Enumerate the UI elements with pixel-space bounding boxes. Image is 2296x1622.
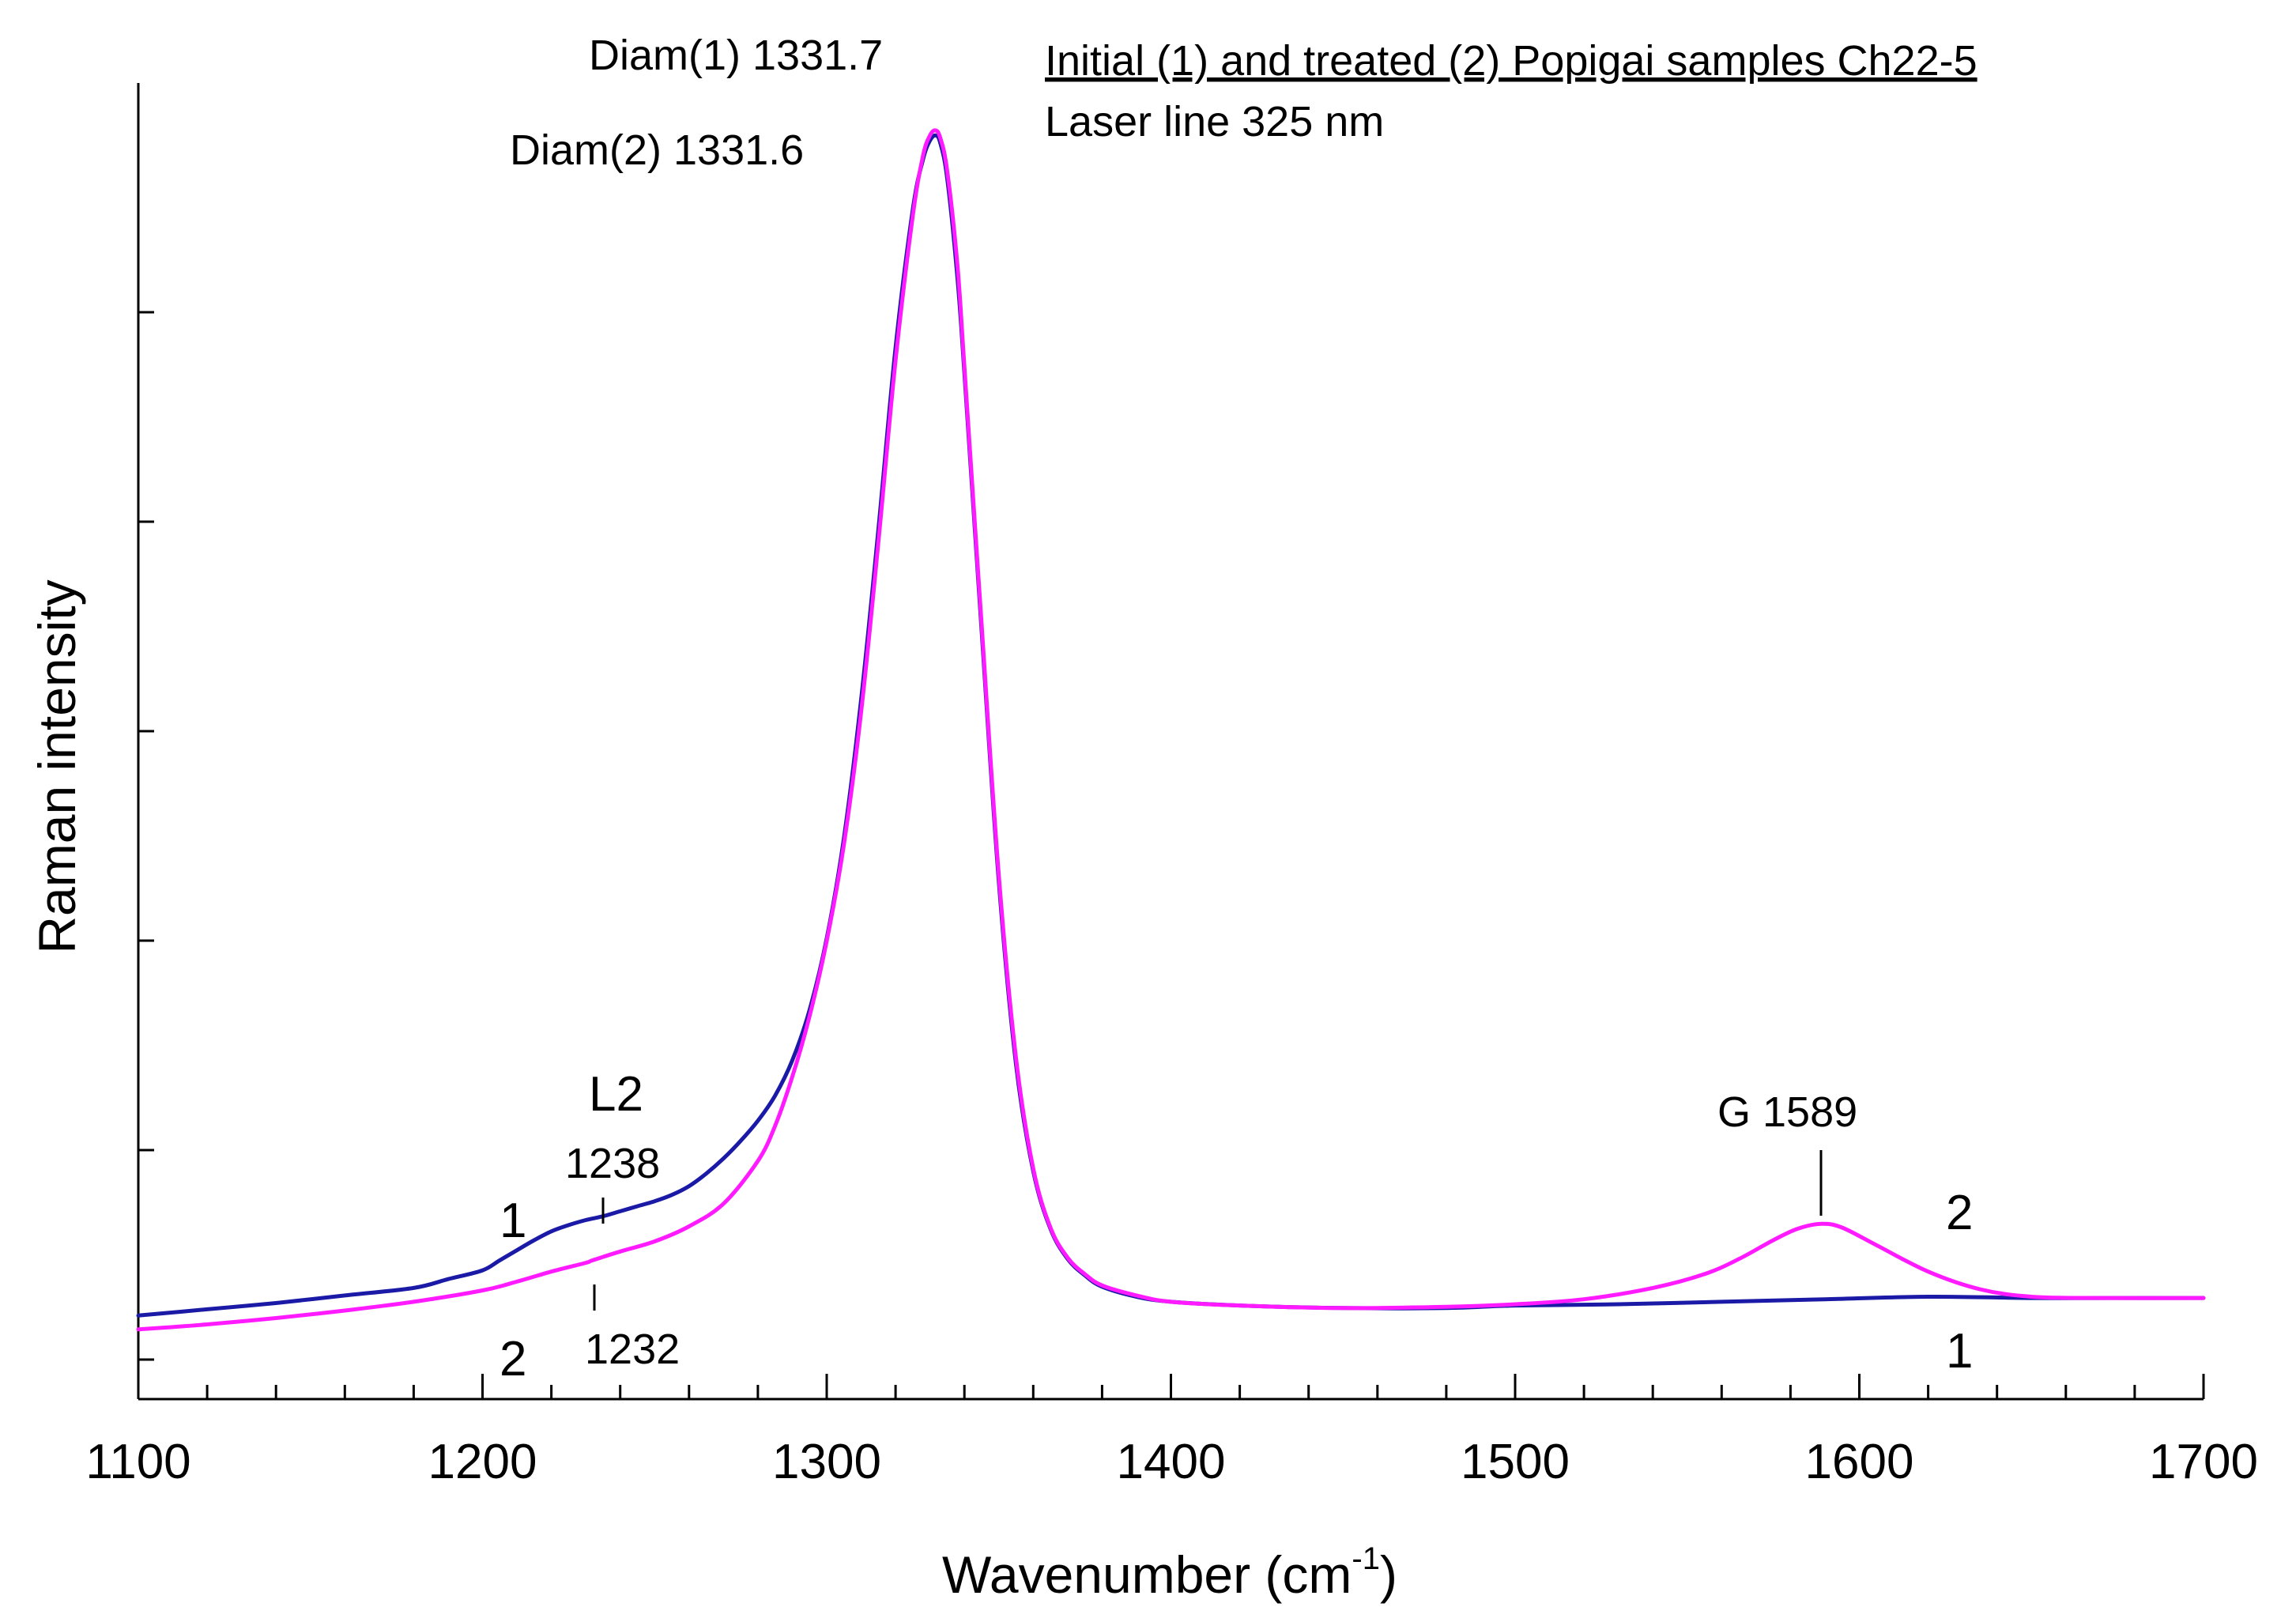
x-tick-label-1400: 1400 [1117, 1435, 1226, 1489]
x-tick-label-1600: 1600 [1805, 1435, 1914, 1489]
l2-peak1-value: 1238 [565, 1140, 660, 1187]
x-axis-title-main: Wavenumber (cm [942, 1545, 1352, 1604]
x-axis-ticks [137, 1374, 2205, 1399]
x-axis-title: Wavenumber (cm-1) [942, 1541, 1397, 1604]
l2-peak2-value: 1232 [585, 1326, 680, 1373]
series-layer [136, 128, 2206, 1332]
x-tick-label-1200: 1200 [428, 1435, 537, 1489]
chart-title: Initial (1) and treated (2) Popigai samp… [1045, 37, 1977, 85]
x-axis-title-end: ) [1380, 1545, 1397, 1604]
curve1-label-left: 1 [500, 1194, 526, 1248]
diam1-annotation: Diam(1) 1331.7 [589, 32, 883, 79]
x-tick-label-1300: 1300 [772, 1435, 881, 1489]
curve2-label-right: 2 [1946, 1186, 1973, 1240]
diam2-annotation: Diam(2) 1331.6 [510, 126, 804, 174]
x-tick-label-1700: 1700 [2149, 1435, 2258, 1489]
x-tick-label-1100: 1100 [85, 1435, 190, 1489]
x-axis-tick-labels: 1100 1200 1300 1400 1500 1600 1700 [85, 1435, 2258, 1489]
curve1-label-right: 1 [1946, 1324, 1973, 1379]
y-axis-title: Raman intensity [28, 579, 86, 953]
series-2-line [136, 128, 2206, 1332]
chart-subtitle: Laser line 325 nm [1045, 98, 1384, 145]
curve2-label-left: 2 [500, 1332, 526, 1386]
l2-label: L2 [589, 1067, 643, 1122]
x-tick-label-1500: 1500 [1461, 1435, 1570, 1489]
series-2 [136, 128, 2206, 1332]
y-axis-ticks [138, 311, 154, 1361]
x-axis-title-superscript: -1 [1352, 1541, 1380, 1576]
g-band-label: G 1589 [1717, 1088, 1857, 1136]
